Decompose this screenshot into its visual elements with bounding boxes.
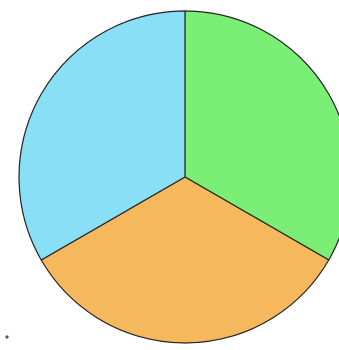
stray-mark: [5, 335, 9, 339]
pie-slice-2: [40, 176, 330, 344]
pie-slices: [18, 10, 339, 344]
pie-slice-1: [184, 10, 339, 261]
pie-slice-3: [18, 10, 186, 261]
